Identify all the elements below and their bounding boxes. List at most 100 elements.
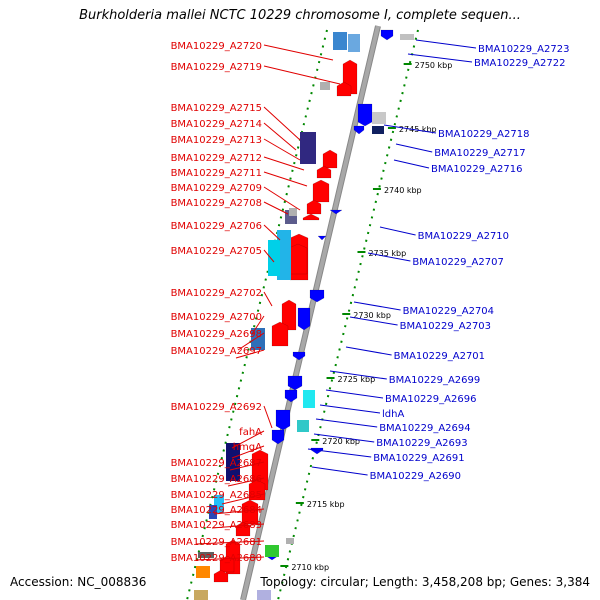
reverse-lane-block-1: [400, 34, 414, 40]
forward-gene-6: [306, 199, 322, 215]
right-gene-label-13: ldhA: [382, 409, 404, 420]
grey-gene-1: [320, 82, 330, 90]
accession-label: Accession: NC_008836: [10, 575, 147, 589]
reverse-gene-12: [317, 235, 327, 241]
right-gene-leader-10: [345, 346, 392, 356]
left-gene-label-18: hmgA: [233, 442, 262, 453]
right-gene-leader-1: [415, 39, 477, 49]
tick-label-5: 2730 kbp: [353, 311, 391, 320]
reverse-gene-10: [271, 429, 285, 445]
right-gene-label-15: BMA10229_A2693: [376, 438, 467, 449]
left-gene-leader-6: [263, 156, 305, 171]
right-gene-leader-7: [367, 252, 411, 262]
right-gene-leader-13: [319, 404, 381, 414]
right-gene-leader-15: [313, 433, 375, 443]
left-gene-label-9: BMA10229_A2708: [171, 198, 262, 209]
left-gene-leader-13: [251, 315, 265, 335]
left-gene-label-17: fahA: [239, 427, 262, 438]
right-gene-leader-2: [407, 53, 473, 63]
forward-gene-9: [288, 243, 308, 275]
right-gene-label-9: BMA10229_A2703: [400, 321, 491, 332]
right-gene-leader-5: [393, 159, 430, 169]
reverse-gene-9: [275, 409, 291, 431]
right-gene-leader-12: [325, 389, 384, 399]
left-gene-label-4: BMA10229_A2714: [171, 119, 262, 130]
forward-gene-5: [312, 179, 330, 203]
left-gene-leader-15: [235, 349, 265, 359]
right-gene-leader-3: [383, 124, 437, 134]
right-gene-leader-6: [379, 226, 416, 236]
reverse-gene-3: [353, 125, 365, 135]
left-gene-label-24: BMA10229_A2681: [171, 537, 262, 548]
left-gene-leader-17: [231, 430, 265, 449]
right-gene-label-5: BMA10229_A2716: [431, 164, 522, 175]
right-gene-label-16: BMA10229_A2691: [373, 453, 464, 464]
left-gene-leader-2: [263, 65, 341, 85]
left-gene-label-15: BMA10229_A2697: [171, 346, 262, 357]
genome-backbone-highlight: [241, 25, 380, 600]
map-title: Burkholderia mallei NCTC 10229 chromosom…: [79, 8, 521, 23]
genome-stats-label: Topology: circular; Length: 3,458,208 bp…: [260, 575, 590, 589]
forward-gene-10: [281, 299, 297, 331]
left-gene-label-16: BMA10229_A2692: [171, 402, 262, 413]
left-gene-leader-1: [263, 44, 334, 61]
forward-gene-2: [336, 81, 352, 97]
left-gene-leader-3: [263, 106, 301, 141]
right-gene-label-8: BMA10229_A2704: [403, 306, 494, 317]
right-gene-label-1: BMA10229_A2723: [478, 44, 569, 55]
left-gene-label-3: BMA10229_A2715: [171, 103, 262, 114]
forward-lane-block-7: [251, 328, 265, 350]
tick-label-6: 2725 kbp: [338, 375, 376, 384]
grey-gene-3: [286, 538, 294, 544]
forward-gene-7: [302, 213, 320, 221]
reverse-gene-4: [309, 289, 325, 303]
left-gene-label-2: BMA10229_A2719: [171, 62, 262, 73]
left-gene-label-5: BMA10229_A2713: [171, 135, 262, 146]
left-gene-leader-22: [213, 508, 265, 515]
forward-gene-3: [322, 149, 338, 169]
left-gene-label-6: BMA10229_A2712: [171, 153, 262, 164]
forward-lane-block-13: [194, 590, 208, 600]
grey-gene-2: [289, 208, 297, 216]
forward-lane-block-11: [198, 552, 214, 558]
left-gene-leader-9: [263, 201, 289, 215]
left-gene-leader-20: [227, 477, 265, 487]
tick-label-2: 2745 kbp: [399, 125, 437, 134]
left-gene-label-7: BMA10229_A2711: [171, 168, 262, 179]
left-gene-leader-7: [263, 171, 308, 187]
forward-lane-block-9: [214, 495, 224, 513]
right-gene-label-14: BMA10229_A2694: [379, 423, 470, 434]
forward-lane-block-2: [348, 34, 360, 52]
left-gene-leader-5: [263, 138, 301, 161]
right-gene-leader-14: [315, 418, 378, 428]
tick-label-1: 2750 kbp: [415, 61, 453, 70]
left-gene-label-1: BMA10229_A2720: [171, 41, 262, 52]
left-gene-leader-16: [263, 405, 273, 429]
reverse-gene-7: [287, 375, 303, 391]
right-gene-leader-16: [307, 448, 372, 458]
right-gene-label-17: BMA10229_A2690: [370, 471, 461, 482]
right-gene-label-4: BMA10229_A2717: [434, 148, 525, 159]
right-gene-label-2: BMA10229_A2722: [474, 58, 565, 69]
left-gene-leader-25: [195, 556, 265, 561]
reverse-lane-block-3: [372, 126, 384, 134]
left-gene-label-20: BMA10229_A2686: [171, 474, 262, 485]
left-gene-label-19: BMA10229_A2687: [171, 458, 262, 469]
left-gene-leader-19: [229, 461, 265, 471]
left-gene-leader-23: [211, 523, 265, 529]
tick-label-9: 2710 kbp: [291, 563, 329, 572]
reverse-gene-6: [292, 351, 306, 361]
left-gene-label-12: BMA10229_A2702: [171, 288, 262, 299]
left-gene-leader-10: [263, 224, 281, 241]
left-gene-label-8: BMA10229_A2709: [171, 183, 262, 194]
forward-gene-11: [271, 321, 289, 347]
reverse-gene-2: [357, 103, 373, 127]
forward-lane-block-12: [196, 566, 210, 578]
forward-lane-block-10: [209, 505, 217, 519]
left-gene-label-11: BMA10229_A2705: [171, 246, 262, 257]
reverse-lane-block-4: [303, 390, 315, 408]
right-gene-leader-17: [311, 466, 368, 476]
right-gene-label-10: BMA10229_A2701: [394, 351, 485, 362]
left-gene-label-25: BMA10229_A2680: [171, 553, 262, 564]
left-gene-label-22: BMA10229_A2684: [171, 505, 262, 516]
